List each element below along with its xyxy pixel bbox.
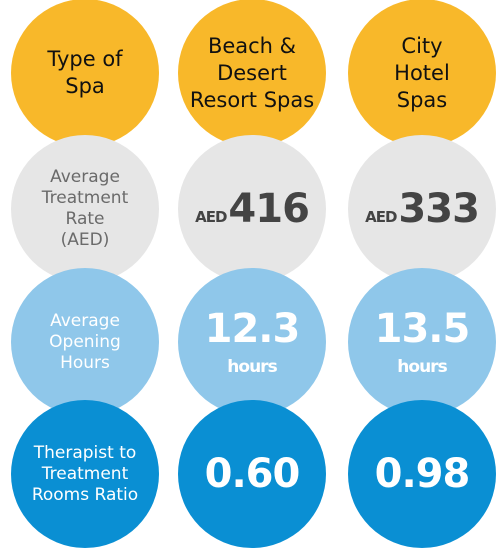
- value: 333: [398, 186, 479, 232]
- value: 13.5: [374, 306, 471, 352]
- header-circle: Type of Spa: [11, 0, 159, 147]
- value-circle: 0.98: [348, 400, 496, 548]
- text-line: Rate: [65, 209, 105, 229]
- text-line: Opening: [49, 331, 121, 352]
- value-prefix: AED: [365, 208, 397, 226]
- text-line: (AED): [60, 230, 110, 250]
- text-line: Spas: [396, 87, 448, 112]
- label-circle: Average Treatment Rate (AED): [11, 135, 159, 283]
- text-line: Treatment: [41, 188, 129, 208]
- value-row: AED 333: [365, 186, 480, 232]
- text-line: Hours: [60, 352, 110, 373]
- text-line: Spa: [65, 74, 105, 98]
- value-unit: hours: [397, 357, 447, 377]
- text-line: Resort Spas: [189, 87, 315, 112]
- value-circle: 12.3 hours: [178, 268, 326, 416]
- header-circle: Beach & Desert Resort Spas: [178, 0, 326, 147]
- value: 0.60: [204, 451, 301, 497]
- value-row: 12.3: [204, 306, 301, 352]
- value: 12.3: [204, 306, 301, 352]
- text-line: Rooms Ratio: [31, 484, 139, 505]
- text-line: Hotel: [394, 60, 450, 85]
- text-line: Average: [50, 310, 120, 331]
- value-circle: AED 416: [178, 135, 326, 283]
- value-unit: hours: [227, 357, 277, 377]
- text-line: Treatment: [41, 463, 129, 484]
- text-line: Type of: [47, 47, 123, 71]
- header-circle: City Hotel Spas: [348, 0, 496, 147]
- text-line: Beach &: [207, 33, 297, 58]
- value-row: 13.5: [374, 306, 471, 352]
- label-circle: Therapist to Treatment Rooms Ratio: [11, 400, 159, 548]
- value-row: 0.60: [204, 451, 301, 497]
- text-line: Desert: [217, 60, 287, 85]
- text-line: Therapist to: [33, 442, 137, 463]
- text-line: Average: [50, 167, 120, 187]
- value-circle: AED 333: [348, 135, 496, 283]
- value-row: 0.98: [374, 451, 471, 497]
- value: 0.98: [374, 451, 471, 497]
- value-circle: 13.5 hours: [348, 268, 496, 416]
- value: 416: [228, 186, 309, 232]
- text-line: City: [401, 33, 443, 58]
- value-row: AED 416: [195, 186, 310, 232]
- label-circle: Average Opening Hours: [11, 268, 159, 416]
- value-circle: 0.60: [178, 400, 326, 548]
- value-prefix: AED: [195, 208, 227, 226]
